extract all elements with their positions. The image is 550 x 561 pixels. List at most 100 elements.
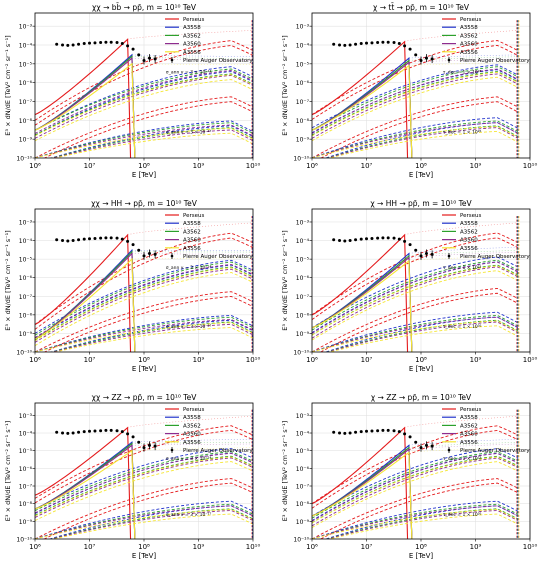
series-a3558-dashed-lower [324, 505, 519, 539]
legend-label: A3560 [460, 238, 478, 244]
y-tick-label: 10⁻⁶ [296, 275, 310, 282]
y-tick-label: 10⁻⁵ [296, 257, 310, 264]
y-tick-label: 10⁻⁷ [296, 99, 310, 106]
legend-label: A3560 [460, 42, 478, 48]
series-a3558-dashed-lower [48, 505, 253, 539]
y-tick-label: 10⁻³ [296, 219, 310, 226]
chart-panel-3: 10⁶ 10⁷ 10⁸ 10⁹ 10¹⁰ 10⁻¹⁰ 10⁻⁹ 10⁻⁸ 10⁻⁷ 10⁻⁶ 10⁻… [4, 199, 260, 373]
series-a3560-dashed-lower [312, 316, 519, 352]
series-a3560-dashed-lower [312, 122, 519, 158]
x-tick-label: 10⁶ [306, 162, 318, 170]
x-tick-label: 10⁸ [415, 543, 427, 551]
legend: Perseus A3558 A3562 A3560 A3556 Pierre Auger … [442, 17, 530, 64]
series-a3562-dashed-upper [312, 455, 519, 524]
y-tick-label: 10⁻³ [19, 219, 33, 226]
y-tick-label: 10⁻¹⁰ [293, 156, 309, 163]
auger-point [403, 432, 407, 436]
tick-labels: 10⁶ 10⁷ 10⁸ 10⁹ 10¹⁰ 10⁻¹⁰ 10⁻⁹ 10⁻⁸ 10⁻⁷ 10⁻⁶ 10⁻… [16, 24, 260, 170]
x-tick-label: 10¹⁰ [246, 356, 261, 364]
series-perseus-solid [312, 426, 409, 539]
series-a3562-dashed-lower [325, 125, 519, 158]
series-a3560-faint [131, 443, 253, 446]
x-axis-label: E [TeV] [132, 171, 157, 179]
y-tick-label: 10⁻⁸ [19, 501, 33, 508]
x-tick-label: 10⁸ [138, 162, 150, 170]
curves [312, 216, 520, 352]
auger-point [424, 252, 428, 256]
series-perseus-dashed-lower [319, 292, 519, 352]
auger-point [343, 431, 347, 435]
legend-label: Pierre Auger Observatory [460, 58, 530, 64]
series-a3560-dashed-upper [35, 452, 253, 514]
series-a3556-dashed-lower [312, 126, 519, 158]
series-a3558-faint [408, 438, 518, 446]
auger-point [424, 443, 428, 447]
series-a3556-dashed-lower [328, 130, 519, 158]
series-a3556-solid [312, 64, 413, 158]
auger-point [332, 430, 336, 434]
auger-point [99, 41, 103, 45]
legend-marker [447, 58, 451, 62]
auger-point [66, 431, 70, 435]
series-a3556-dashed-upper [312, 270, 519, 341]
y-axis-label: E³ × dN/dE [TeV² cm⁻² sr⁻¹ s⁻¹] [4, 230, 12, 330]
series-a3556-dashed-upper [35, 267, 253, 342]
series-a3560-dashed-lower [326, 510, 519, 539]
x-tick-label: 10⁸ [415, 356, 427, 364]
series-a3558-dashed-lower [312, 500, 519, 539]
legend-label: A3556 [183, 246, 201, 252]
annotation-upper: τ_dec = 1 × 10²³ [443, 70, 482, 76]
auger-point [381, 428, 385, 432]
legend-label: A3558 [460, 415, 478, 421]
legend-label: Perseus [460, 407, 482, 413]
y-tick-label: 10⁻⁹ [19, 519, 33, 526]
auger-point [397, 430, 401, 434]
auger-point [137, 440, 141, 444]
series-perseus-dashed-lower [312, 478, 519, 539]
auger-point [71, 43, 75, 47]
series-perseus-dashed-lower [35, 478, 253, 539]
legend-label: A3560 [183, 432, 201, 438]
auger-points [332, 40, 434, 65]
auger-point [82, 237, 86, 241]
legend: Perseus A3558 A3562 A3560 A3556 Pierre Auger … [442, 213, 530, 260]
auger-point [370, 41, 374, 45]
auger-point [109, 40, 113, 44]
auger-point [142, 254, 146, 258]
auger-point [77, 238, 81, 242]
auger-point [359, 237, 363, 241]
y-tick-label: 10⁻³ [19, 24, 33, 31]
auger-point [392, 429, 396, 433]
legend-label: A3556 [183, 440, 201, 446]
auger-point [338, 239, 342, 243]
series-perseus-dashed-upper [312, 429, 519, 509]
x-tick-label: 10⁶ [306, 543, 318, 551]
auger-point [109, 236, 113, 240]
x-tick-label: 10⁸ [415, 162, 427, 170]
chart-title: χ → tt̄ → pp̄, m = 10¹⁰ TeV [373, 3, 470, 12]
y-axis-label: E³ × dN/dE [TeV² cm⁻² sr⁻¹ s⁻¹] [4, 35, 12, 135]
auger-points [55, 40, 157, 65]
series-a3560-dashed-upper [312, 261, 519, 334]
series-a3560-dashed-upper [35, 74, 253, 139]
y-tick-label: 10⁻⁸ [296, 312, 310, 319]
auger-point [115, 41, 119, 45]
legend-label: A3556 [460, 50, 478, 56]
series-perseus-dashed-lower [35, 291, 253, 352]
series-a3562-dashed-upper [35, 68, 253, 131]
tick-labels: 10⁶ 10⁷ 10⁸ 10⁹ 10¹⁰ 10⁻¹⁰ 10⁻⁹ 10⁻⁸ 10⁻⁷ 10⁻⁶ 10⁻… [293, 413, 537, 551]
auger-point [414, 248, 418, 252]
auger-point [403, 44, 407, 48]
series-a3560-dashed-lower [326, 127, 519, 158]
legend-label: A3560 [183, 42, 201, 48]
series-a3556-dashed-upper [35, 461, 253, 522]
auger-point [77, 42, 81, 46]
legend-marker [170, 58, 174, 62]
series-a3556-dashed-lower [312, 320, 519, 352]
series-perseus-dashed-upper [312, 44, 519, 120]
series-a3556-solid [35, 449, 136, 539]
series-a3562-dashed-lower [35, 122, 253, 158]
auger-point [354, 430, 358, 434]
series-a3562-dashed-upper [35, 73, 253, 136]
